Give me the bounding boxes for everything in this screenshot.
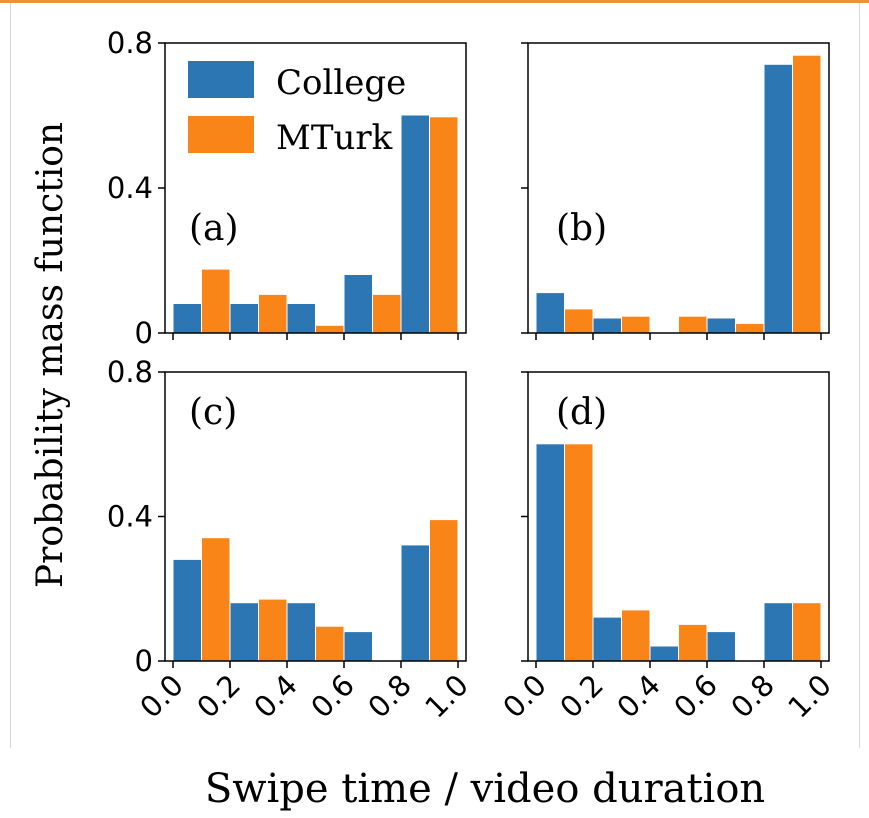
panel-2: (b) xyxy=(521,42,830,340)
panel-label: (d) xyxy=(556,392,607,433)
bar-college-4 xyxy=(344,275,372,333)
bar-mturk-1 xyxy=(202,538,230,661)
x-tick-label: 0.6 xyxy=(667,668,724,725)
bar-college-1 xyxy=(173,559,201,661)
y-tick-label: 0 xyxy=(135,644,153,678)
bar-mturk-4 xyxy=(373,294,401,333)
bar-mturk-1 xyxy=(565,309,593,333)
y-tick-label: 0.8 xyxy=(107,355,153,389)
x-tick-label: 0.4 xyxy=(247,668,304,725)
bar-mturk-1 xyxy=(565,444,593,662)
bar-mturk-2 xyxy=(622,610,650,661)
panel-4: 0.0 0.2 0.4 0.6 0.8 1.0 (d) xyxy=(496,371,838,725)
x-tick-label: 0.0 xyxy=(496,668,553,725)
bar-mturk-2 xyxy=(259,599,287,661)
bar-college-2 xyxy=(593,617,621,661)
y-tick-label: 0.4 xyxy=(107,171,153,205)
bar-college-4 xyxy=(707,318,735,333)
x-tick-label: 0.8 xyxy=(361,668,418,725)
bar-college-2 xyxy=(230,603,258,661)
bar-college-2 xyxy=(230,304,258,333)
bar-mturk-3 xyxy=(316,325,344,334)
bar-mturk-2 xyxy=(622,316,650,333)
panel-label: (c) xyxy=(189,392,237,433)
bar-mturk-1 xyxy=(202,269,230,333)
legend-label-mturk: MTurk xyxy=(276,118,393,158)
x-axis-label: Swipe time / video duration xyxy=(205,766,765,812)
panel-1: 0 0.4 0.8 (a) College MTurk xyxy=(107,26,467,350)
bar-college-3 xyxy=(287,304,315,333)
bar-college-4 xyxy=(707,632,735,661)
y-tick-label: 0.8 xyxy=(107,26,153,60)
x-tick-label: 0.8 xyxy=(724,668,781,725)
legend-label-college: College xyxy=(276,63,406,103)
bar-mturk-5 xyxy=(430,117,458,333)
bar-college-4 xyxy=(344,632,372,661)
x-tick-label: 0.2 xyxy=(190,668,247,725)
right-border-rule xyxy=(859,3,860,748)
bar-mturk-2 xyxy=(259,294,287,333)
bar-college-1 xyxy=(536,444,564,662)
bar-college-3 xyxy=(650,646,678,661)
bar-college-5 xyxy=(401,115,429,333)
x-tick-label: 0.2 xyxy=(553,668,610,725)
bar-college-1 xyxy=(536,293,564,333)
bar-college-5 xyxy=(764,603,792,661)
bar-mturk-5 xyxy=(793,55,821,333)
left-border-rule xyxy=(10,3,11,748)
bar-mturk-3 xyxy=(679,624,707,661)
bar-mturk-5 xyxy=(430,520,458,661)
bar-mturk-4 xyxy=(736,323,764,333)
panel-3: 00.40.80.0 0.2 0.4 0.6 0.8 1.0(c) xyxy=(107,355,475,725)
panel-label: (b) xyxy=(556,208,607,249)
bar-college-1 xyxy=(173,304,201,333)
x-tick-label: 0.6 xyxy=(304,668,361,725)
y-tick-label: 0 xyxy=(135,316,153,350)
top-border-rule xyxy=(0,0,869,3)
y-axis-label: Probability mass function xyxy=(30,122,71,588)
bar-college-2 xyxy=(593,318,621,333)
bar-college-5 xyxy=(401,545,429,661)
legend-swatch-mturk xyxy=(188,116,254,153)
bar-mturk-3 xyxy=(316,626,344,661)
y-tick-label: 0.4 xyxy=(107,500,153,534)
x-tick-label: 0.4 xyxy=(610,668,667,725)
x-tick-label: 1.0 xyxy=(781,668,838,725)
bar-college-5 xyxy=(764,64,792,334)
x-tick-label: 1.0 xyxy=(418,668,475,725)
bar-mturk-3 xyxy=(679,316,707,333)
panel-label: (a) xyxy=(189,208,239,249)
bar-mturk-5 xyxy=(793,603,821,661)
bar-college-3 xyxy=(287,603,315,661)
legend-swatch-college xyxy=(188,61,254,98)
